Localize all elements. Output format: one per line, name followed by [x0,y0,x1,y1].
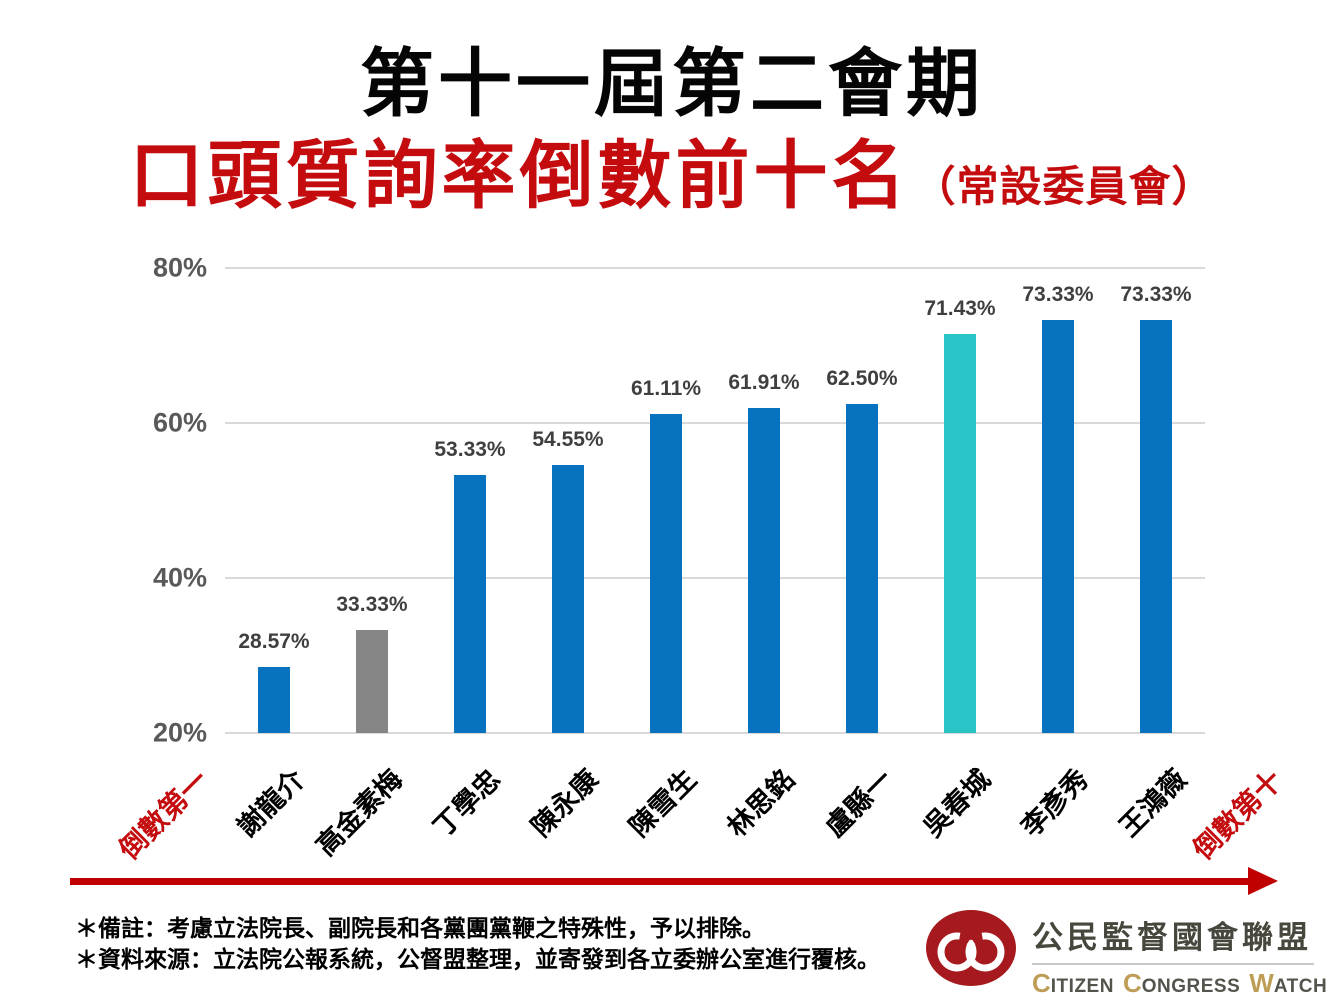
footnote-remark: ＊備註：考慮立法院長、副院長和各黨團黨鞭之特殊性，予以排除。 [75,915,765,941]
value-label-5: 61.11% [630,377,702,401]
chart-subtitle: 口頭質詢率倒數前十名（常設委員會） [0,116,1344,223]
bar-2 [356,629,388,733]
bar-5 [650,414,682,733]
category-label-4: 陳永康 [525,763,605,843]
category-label-3: 丁學忠 [427,763,507,843]
value-label-9: 73.33% [1022,282,1094,306]
org-en-word: WATCH [1249,968,1328,998]
bar-6 [748,408,780,733]
org-en-initial: C [1122,968,1142,998]
category-label-7: 盧縣一 [819,763,899,843]
org-divider [1032,963,1314,965]
gridline-80% [225,267,1205,269]
org-en-initial: W [1249,968,1274,998]
category-label-2: 高金素梅 [310,763,409,862]
subtitle-main: 口頭質詢率倒數前十名 [129,134,910,217]
value-label-6: 61.91% [728,371,800,395]
bar-4 [552,465,584,733]
annotation-rank-first: 倒數第一 [113,764,215,866]
y-tick-40%: 40% [152,562,207,593]
category-label-6: 林思銘 [721,763,801,843]
bar-8 [944,334,976,733]
gridline-20% [225,732,1205,734]
value-label-8: 71.43% [924,297,996,321]
bar-3 [454,474,486,733]
value-label-1: 28.57% [238,629,310,653]
rank-axis-arrow-line [70,878,1250,885]
org-identity: 公民監督國會聯盟 CITIZEN CONGRESS WATCH [1032,912,1327,999]
footnotes: ＊備註：考慮立法院長、副院長和各黨團黨鞭之特殊性，予以排除。 ＊資料來源：立法院… [75,913,880,975]
org-en-word: CONGRESS [1123,968,1241,998]
category-label-10: 王鴻薇 [1113,763,1193,843]
subtitle-paren: （常設委員會） [913,163,1215,210]
category-label-5: 陳雪生 [623,763,703,843]
org-name-en: CITIZEN CONGRESS WATCH [1032,968,1327,999]
bar-9 [1042,319,1074,733]
y-tick-80%: 80% [152,252,207,283]
y-tick-20%: 20% [152,717,207,748]
rank-axis-arrow-head [1248,867,1278,895]
bar-1 [258,666,290,733]
value-label-10: 73.33% [1120,282,1192,306]
org-en-initial: C [1032,968,1051,998]
gridline-40% [225,577,1205,579]
annotation-rank-tenth: 倒數第十 [1187,764,1289,866]
value-label-3: 53.33% [434,437,506,461]
footnote-source: ＊資料來源：立法院公報系統，公督盟整理，並寄發到各立委辦公室進行覆核。 [75,946,880,972]
org-en-rest: ITIZEN [1050,976,1114,997]
category-label-8: 吳春城 [917,763,997,843]
bar-7 [846,403,878,733]
y-tick-60%: 60% [152,407,207,438]
value-label-2: 33.33% [336,592,408,616]
bar-10 [1140,319,1172,733]
category-label-9: 李彥秀 [1015,763,1095,843]
org-en-rest: ONGRESS [1141,976,1241,997]
org-en-rest: ATCH [1273,976,1328,997]
page-title: 第十一屆第二會期 [360,42,984,125]
gridline-60% [225,422,1205,424]
org-name-zh: 公民監督國會聯盟 [1032,920,1312,955]
category-label-1: 謝龍介 [231,763,311,843]
ccw-logo-icon [926,910,1016,986]
value-label-7: 62.50% [826,366,898,390]
plot-area: 28.57% 謝龍介 33.33% 高金素梅 53.33% 丁學忠 54.55% 陳永康 61.… [113,267,1288,865]
value-label-4: 54.55% [532,428,604,452]
org-en-word: CITIZEN [1032,968,1114,998]
